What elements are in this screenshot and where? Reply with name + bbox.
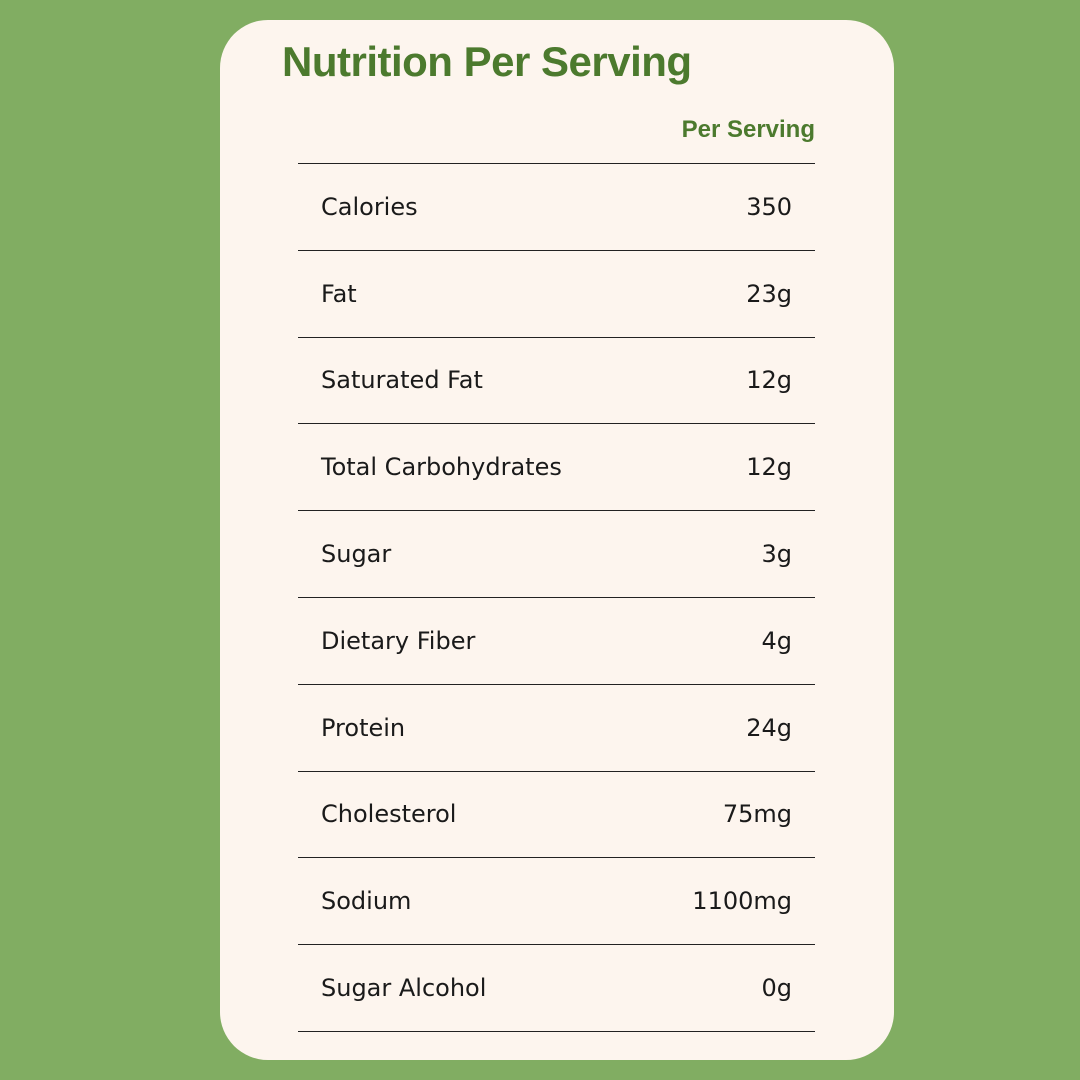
table-row: Total Carbohydrates 12g: [298, 424, 815, 512]
nutrient-name: Protein: [321, 713, 406, 742]
nutrient-name: Fat: [321, 279, 357, 308]
nutrient-name: Calories: [321, 192, 418, 221]
nutrient-amount: 12g: [746, 366, 792, 395]
table-row: Dietary Fiber 4g: [298, 598, 815, 685]
nutrient-amount: 1100mg: [692, 887, 792, 916]
nutrient-name: Cholesterol: [321, 800, 457, 829]
nutrient-name: Sugar: [321, 540, 392, 569]
title: Nutrition Per Serving: [282, 38, 692, 85]
nutrient-amount: 12g: [746, 453, 792, 482]
column-header: Per Serving: [681, 116, 815, 143]
table-row: Sugar Alcohol 0g: [298, 945, 815, 1032]
table-row: Protein 24g: [298, 685, 815, 772]
table-row: Cholesterol 75mg: [298, 772, 815, 859]
nutrient-name: Sodium: [321, 887, 412, 916]
nutrient-amount: 350: [746, 192, 792, 221]
nutrient-amount: 0g: [761, 974, 792, 1003]
table-row: Fat 23g: [298, 251, 815, 338]
nutrient-amount: 75mg: [722, 800, 792, 829]
nutrient-name: Saturated Fat: [321, 366, 483, 395]
table-row: Sugar 3g: [298, 511, 815, 598]
nutrition-table: Calories 350 Fat 23g Saturated Fat 12g Total C…: [298, 163, 815, 1032]
nutrient-name: Sugar Alcohol: [321, 974, 487, 1003]
nutrient-amount: 23g: [746, 279, 792, 308]
nutrient-amount: 24g: [746, 713, 792, 742]
nutrient-amount: 4g: [761, 626, 792, 655]
table-row: Sodium 1100mg: [298, 858, 815, 946]
nutrient-name: Dietary Fiber: [321, 626, 476, 655]
nutrient-amount: 3g: [761, 540, 792, 569]
table-row: Calories 350: [298, 164, 815, 251]
card: Nutrition Per Serving Per Serving Calori…: [220, 20, 894, 1060]
table-row: Saturated Fat 12g: [298, 338, 815, 425]
nutrient-name: Total Carbohydrates: [321, 453, 562, 482]
